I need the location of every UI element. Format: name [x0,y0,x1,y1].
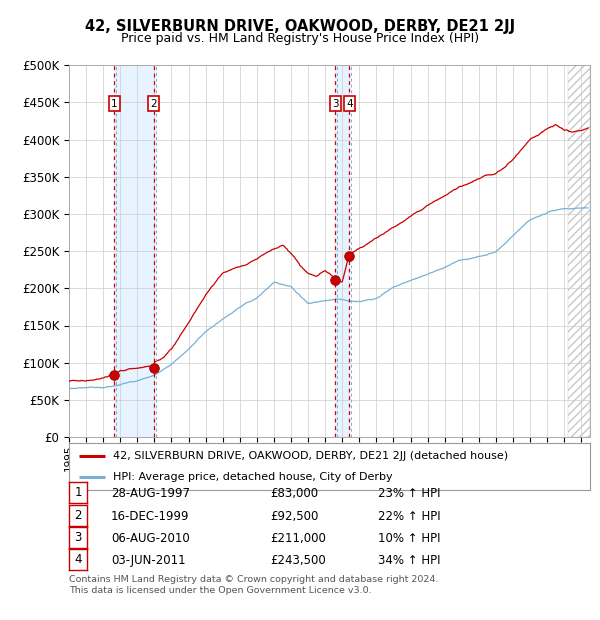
Text: £92,500: £92,500 [270,510,319,523]
Text: 16-DEC-1999: 16-DEC-1999 [111,510,190,523]
Text: 03-JUN-2011: 03-JUN-2011 [111,554,185,567]
Text: 42, SILVERBURN DRIVE, OAKWOOD, DERBY, DE21 2JJ: 42, SILVERBURN DRIVE, OAKWOOD, DERBY, DE… [85,19,515,33]
Text: 23% ↑ HPI: 23% ↑ HPI [378,487,440,500]
Text: 1: 1 [74,487,82,499]
Text: Price paid vs. HM Land Registry's House Price Index (HPI): Price paid vs. HM Land Registry's House … [121,32,479,45]
Text: 1: 1 [111,99,118,108]
Text: 4: 4 [346,99,353,108]
Text: 22% ↑ HPI: 22% ↑ HPI [378,510,440,523]
Text: 3: 3 [332,99,338,108]
Text: 42, SILVERBURN DRIVE, OAKWOOD, DERBY, DE21 2JJ (detached house): 42, SILVERBURN DRIVE, OAKWOOD, DERBY, DE… [113,451,508,461]
Text: Contains HM Land Registry data © Crown copyright and database right 2024.
This d: Contains HM Land Registry data © Crown c… [69,575,439,595]
Text: 06-AUG-2010: 06-AUG-2010 [111,532,190,545]
Bar [335,65,349,437]
Text: £83,000: £83,000 [270,487,318,500]
Text: 2: 2 [151,99,157,108]
Text: £211,000: £211,000 [270,532,326,545]
Text: £243,500: £243,500 [270,554,326,567]
Text: 3: 3 [74,531,82,544]
Text: 34% ↑ HPI: 34% ↑ HPI [378,554,440,567]
Text: 4: 4 [74,554,82,566]
Text: 10% ↑ HPI: 10% ↑ HPI [378,532,440,545]
Text: HPI: Average price, detached house, City of Derby: HPI: Average price, detached house, City… [113,472,393,482]
Text: 2: 2 [74,509,82,521]
Bar [115,65,154,437]
Text: 28-AUG-1997: 28-AUG-1997 [111,487,190,500]
